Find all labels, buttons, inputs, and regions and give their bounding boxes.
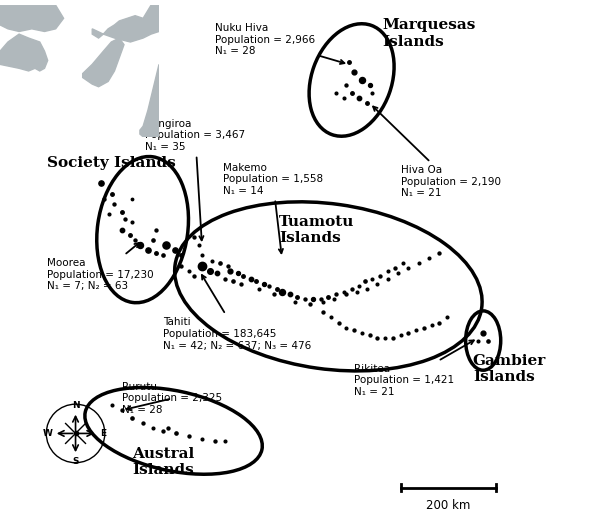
Text: Marquesas
Islands: Marquesas Islands (383, 19, 476, 49)
Text: Moorea
Population = 17,230
N₁ = 7; N₂ = 63: Moorea Population = 17,230 N₁ = 7; N₂ = … (47, 243, 154, 291)
Text: Tahiti
Population = 183,645
N₁ = 42; N₂ = 637; N₃ = 476: Tahiti Population = 183,645 N₁ = 42; N₂ … (163, 275, 311, 350)
Text: Makemo
Population = 1,558
N₁ = 14: Makemo Population = 1,558 N₁ = 14 (223, 163, 323, 253)
Polygon shape (92, 5, 159, 42)
Text: 200 km: 200 km (426, 499, 470, 512)
Text: Tuamotu
Islands: Tuamotu Islands (280, 215, 355, 245)
Text: French
Polynesia: French Polynesia (49, 49, 85, 68)
Text: Society Islands: Society Islands (47, 155, 176, 170)
Text: Rurutu
Population = 2,325
N₁ = 28: Rurutu Population = 2,325 N₁ = 28 (122, 382, 222, 415)
Text: Rikitea
Population = 1,421
N₁ = 21: Rikitea Population = 1,421 N₁ = 21 (354, 341, 474, 397)
Text: E: E (100, 429, 106, 438)
Polygon shape (83, 38, 124, 87)
Text: Gambier
Islands: Gambier Islands (473, 354, 546, 384)
Text: N: N (72, 400, 79, 410)
Text: W: W (43, 429, 53, 438)
Text: Hiva Oa
Population = 2,190
N₁ = 21: Hiva Oa Population = 2,190 N₁ = 21 (373, 106, 500, 198)
Text: Austral
Islands: Austral Islands (133, 447, 194, 477)
Polygon shape (0, 34, 48, 71)
Text: Nuku Hiva
Population = 2,966
N₁ = 28: Nuku Hiva Population = 2,966 N₁ = 28 (215, 23, 344, 64)
Text: Rangiroa
Population = 3,467
N₁ = 35: Rangiroa Population = 3,467 N₁ = 35 (145, 119, 245, 240)
Polygon shape (0, 5, 64, 31)
Text: S: S (72, 457, 79, 466)
Polygon shape (140, 64, 159, 137)
